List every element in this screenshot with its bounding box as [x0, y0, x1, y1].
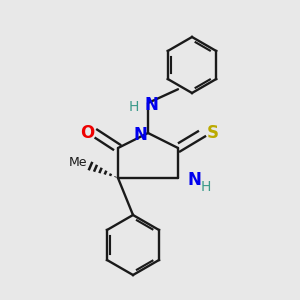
Text: N: N: [144, 96, 158, 114]
Text: Me: Me: [69, 157, 87, 169]
Text: N: N: [133, 126, 147, 144]
Text: H: H: [129, 100, 139, 114]
Text: S: S: [207, 124, 219, 142]
Text: N: N: [187, 171, 201, 189]
Text: H: H: [201, 180, 211, 194]
Text: O: O: [80, 124, 94, 142]
